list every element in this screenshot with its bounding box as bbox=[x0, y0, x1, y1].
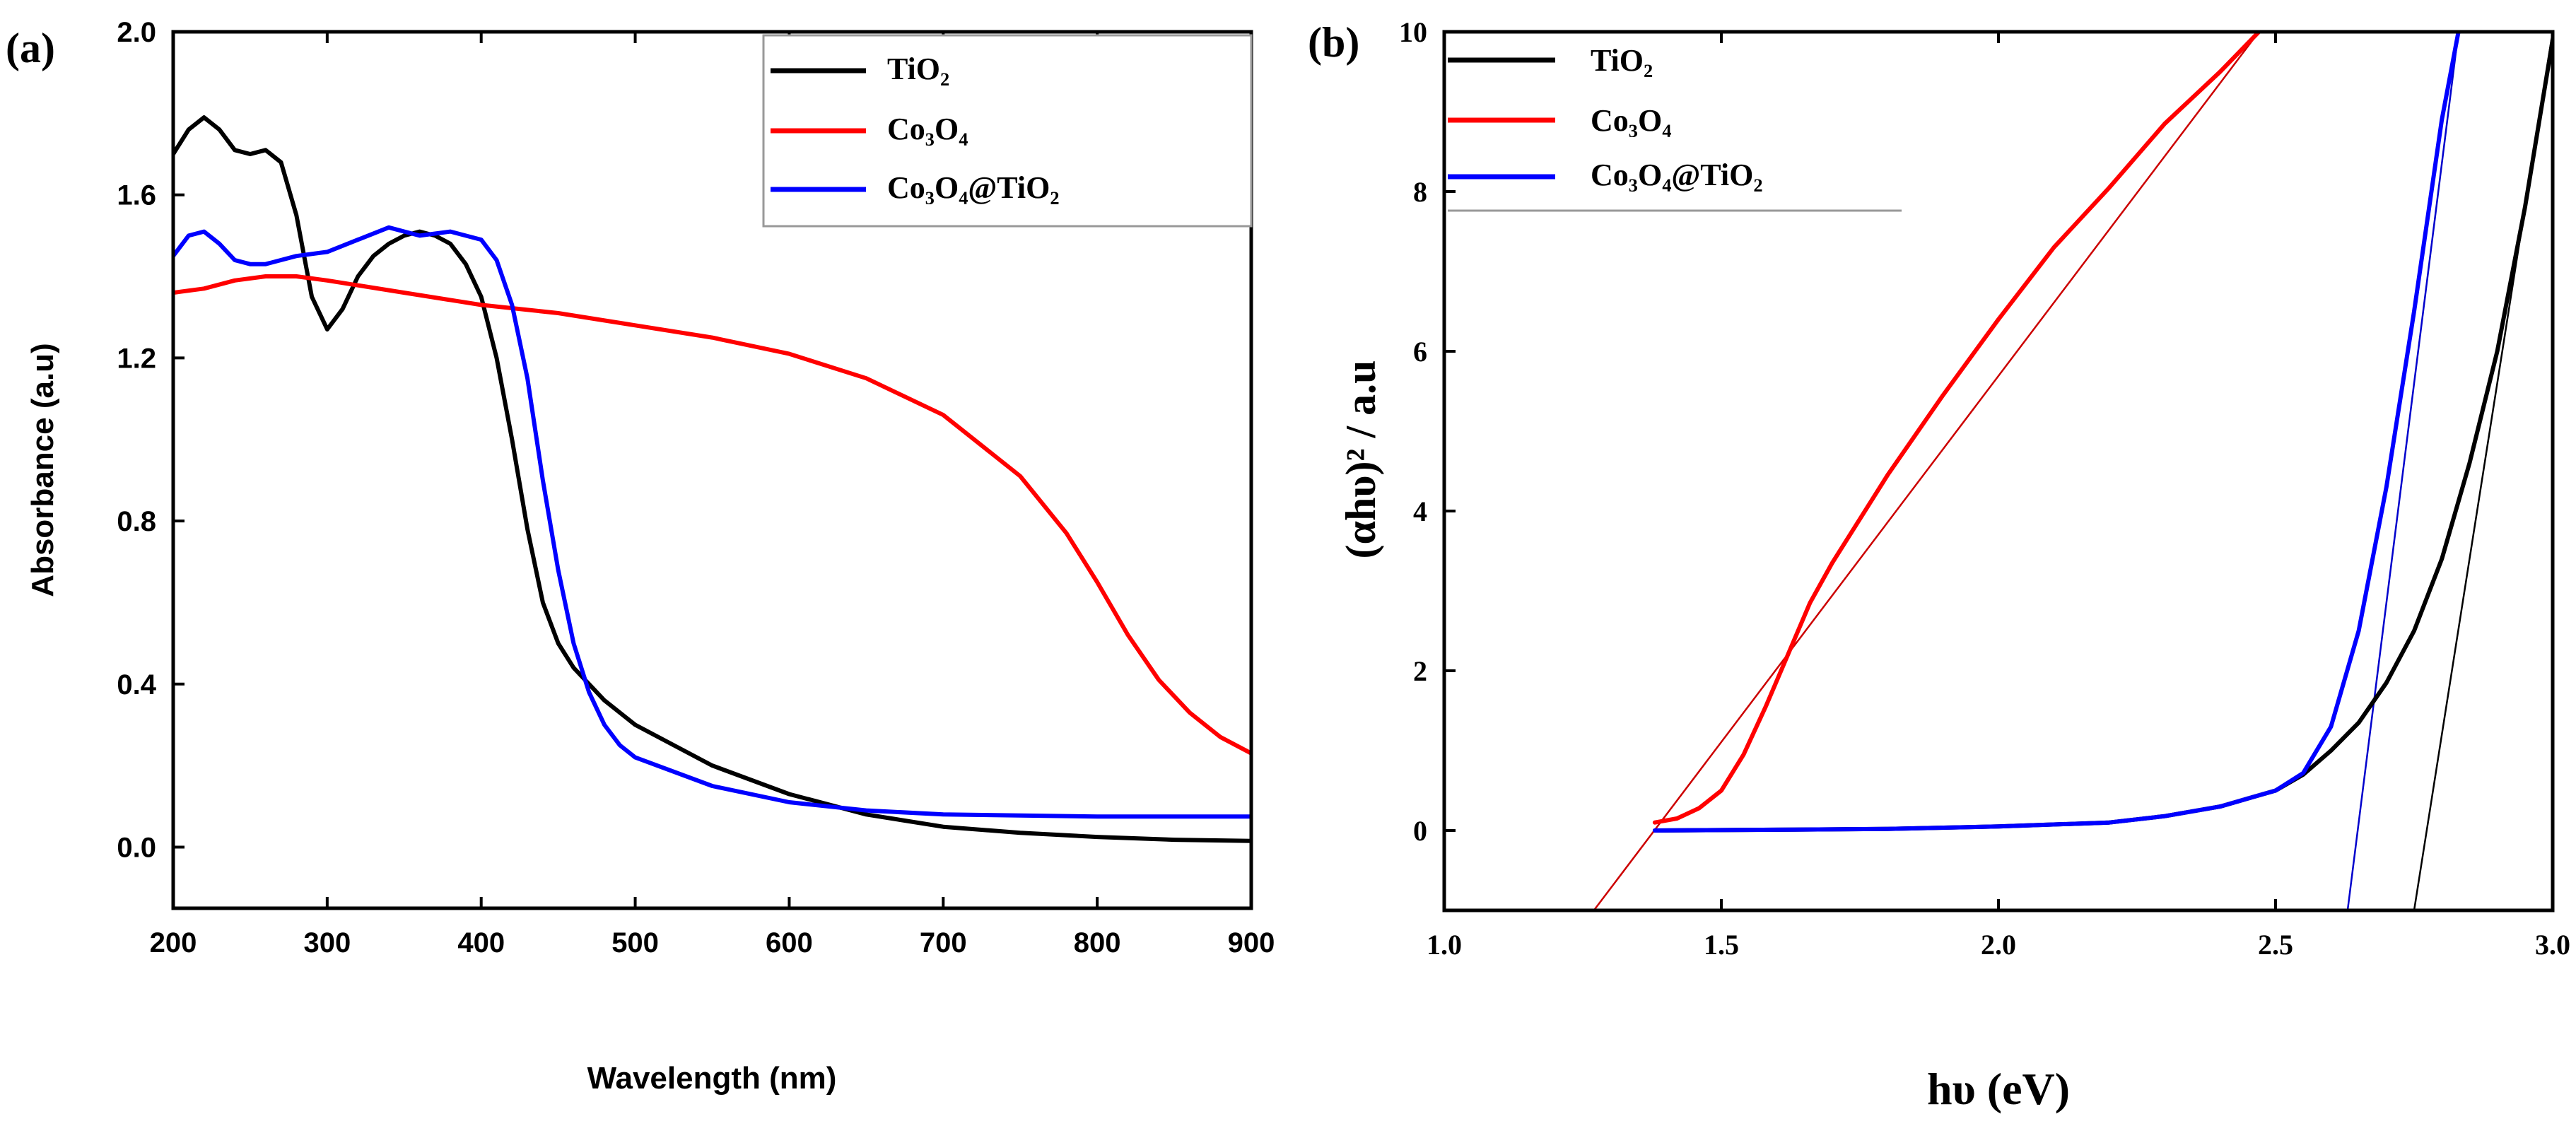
panel-a-x-tick-label: 700 bbox=[920, 927, 967, 958]
panel-b-y-tick-label: 6 bbox=[1413, 336, 1427, 368]
panel-a-legend-label-tio2: TiO₂ bbox=[887, 52, 949, 86]
panel-a-legend: TiO₂ Co₃O₄ Co₃O₄@TiO₂ bbox=[762, 34, 1253, 228]
panel-a-y-tick-label: 1.2 bbox=[117, 343, 156, 374]
panel-b-fit-line-co3o4-tangent bbox=[1593, 32, 2260, 910]
panel-b-label: (b) bbox=[1308, 19, 1359, 66]
panel-b-y-tick-label: 4 bbox=[1413, 495, 1427, 527]
panel-a-ticks: 200 300 400 500 600 700 800 900 0.0 0.4 0.8 1.2 1.6 2… bbox=[117, 17, 1275, 958]
panel-b-legend-label-co3o4: Co₃O₄ bbox=[1591, 103, 1671, 138]
panel-b-x-tick-label: 1.0 bbox=[1427, 929, 1462, 961]
panel-b-ticks: 1.0 1.5 2.0 2.5 3.0 0 2 4 6 8 10 bbox=[1399, 16, 2570, 961]
panel-a-series-co3o4 bbox=[173, 274, 1251, 756]
panel-b-y-tick-label: 2 bbox=[1413, 655, 1427, 687]
panel-b-y-axis-label: (αhυ)² / a.u bbox=[1337, 360, 1384, 559]
panel-a-x-axis-label: Wavelength (nm) bbox=[587, 1061, 837, 1096]
panel-a-x-tick-label: 800 bbox=[1074, 927, 1121, 958]
panel-b-x-tick-label: 2.0 bbox=[1981, 929, 2016, 961]
panel-b-fit-line-co3o4-tio2-tangent bbox=[2346, 32, 2459, 910]
panel-a-x-tick-label: 600 bbox=[766, 927, 813, 958]
panel-a-x-tick-label: 200 bbox=[150, 927, 197, 958]
panel-a-y-tick-label: 0.0 bbox=[117, 832, 156, 863]
panel-a-legend-label-co3o4: Co₃O₄ bbox=[887, 112, 968, 146]
panel-a-y-tick-label: 0.8 bbox=[117, 506, 156, 537]
panel-b-legend: TiO₂ Co₃O₄ Co₃O₄@TiO₂ bbox=[1448, 43, 1902, 212]
panel-a-y-tick-label: 0.4 bbox=[117, 669, 156, 700]
panel-a-legend-label-co3o4-tio2: Co₃O₄@TiO₂ bbox=[887, 170, 1060, 205]
panel-a-y-tick-label: 1.6 bbox=[117, 180, 156, 211]
panel-b-legend-label-co3o4-tio2: Co₃O₄@TiO₂ bbox=[1591, 158, 1763, 192]
panel-a-x-tick-label: 900 bbox=[1228, 927, 1275, 958]
panel-b: (b) 1.0 1.5 2.0 2.5 3.0 0 2 4 6 8 10 hυ (eV) (αhυ)… bbox=[1308, 16, 2570, 1114]
panel-b-x-tick-label: 3.0 bbox=[2535, 929, 2570, 961]
panel-b-y-tick-label: 10 bbox=[1399, 16, 1427, 48]
panel-a-x-tick-label: 400 bbox=[457, 927, 505, 958]
panel-b-series-co3o4-tio2 bbox=[1652, 32, 2461, 833]
panel-b-x-tick-label: 2.5 bbox=[2258, 929, 2293, 961]
panel-b-x-tick-label: 1.5 bbox=[1704, 929, 1739, 961]
panel-a-frame bbox=[171, 30, 1253, 910]
panel-a-x-tick-label: 300 bbox=[303, 927, 351, 958]
panel-b-y-tick-label: 8 bbox=[1413, 176, 1427, 208]
panel-a-y-tick-label: 2.0 bbox=[117, 17, 156, 48]
panel-b-series bbox=[1593, 32, 2553, 910]
panel-a-series bbox=[173, 115, 1251, 843]
panel-a-label: (a) bbox=[6, 25, 55, 71]
panel-b-x-axis-label: hυ (eV) bbox=[1927, 1064, 2070, 1114]
panel-a-y-axis-label: Absorbance (a.u) bbox=[25, 343, 60, 597]
panel-a-series-co3o4-tio2 bbox=[173, 225, 1251, 819]
panel-a-series-tio2 bbox=[173, 115, 1251, 843]
panel-a-x-tick-label: 500 bbox=[611, 927, 659, 958]
panel-b-legend-label-tio2: TiO₂ bbox=[1591, 43, 1653, 78]
panel-a: (a) 200 300 400 500 600 700 800 900 0.0 0.4 0.8 1.2… bbox=[6, 17, 1275, 1096]
panel-b-y-tick-label: 0 bbox=[1413, 815, 1427, 847]
panel-b-series-co3o4 bbox=[1652, 32, 2261, 825]
